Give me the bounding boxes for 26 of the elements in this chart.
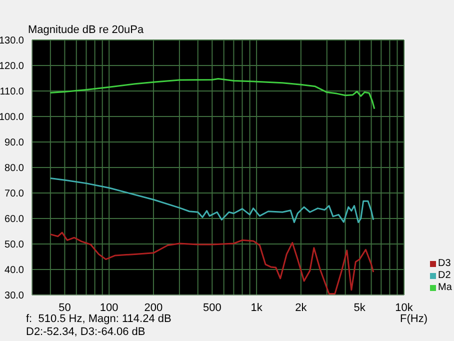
text: D2:-52.34, D3:-64.06 dB [26,326,146,338]
y-tick-label: 70.0 [4,188,24,200]
y-tick-label: 130.0 [0,36,24,47]
x-tick-label: 1k [250,302,263,314]
y-tick-label: 90.0 [4,138,24,149]
x-tick-label: 500 [202,302,222,314]
x-axis-title: F(Hz) [400,313,428,325]
legend-label: D3 [438,258,451,270]
x-tick-label: 50 [58,302,71,314]
x-tick-label: 100 [100,302,118,314]
x-tick-label: 10k [395,302,414,314]
y-tick-label: 80.0 [4,163,24,174]
y-tick-label: 50.0 [4,240,24,251]
legend-label: D2 [438,270,451,282]
y-tick-label: 40.0 [4,265,24,276]
y-axis-title: Magnitude dB re 20uPa [28,24,144,36]
y-tick-label: 60.0 [4,214,24,226]
y-tick-label: 30.0 [4,290,24,302]
x-tick-label: 5k [354,302,366,314]
x-tick-label: 2k [295,302,308,314]
x-tick-label: 200 [144,302,163,314]
y-tick-label: 110.0 [0,86,24,98]
text: f: 510.5 Hz, Magn: 114.24 dB [26,313,172,325]
legend-label: Ma [438,282,452,294]
y-tick-label: 100.0 [0,112,24,124]
y-tick-label: 120.0 [0,61,24,72]
